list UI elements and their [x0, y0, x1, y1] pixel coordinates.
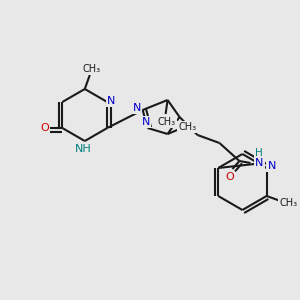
Text: H: H — [256, 148, 263, 158]
Text: CH₃: CH₃ — [158, 117, 176, 127]
Text: CH₃: CH₃ — [280, 198, 298, 208]
Text: N: N — [255, 158, 264, 168]
Text: N: N — [267, 161, 276, 171]
Text: N: N — [133, 103, 141, 113]
Text: N: N — [142, 117, 150, 127]
Text: NH: NH — [74, 144, 91, 154]
Text: CH₃: CH₃ — [83, 64, 101, 74]
Text: CH₃: CH₃ — [178, 122, 196, 132]
Text: O: O — [40, 123, 49, 133]
Text: N: N — [107, 96, 116, 106]
Text: O: O — [225, 172, 234, 182]
